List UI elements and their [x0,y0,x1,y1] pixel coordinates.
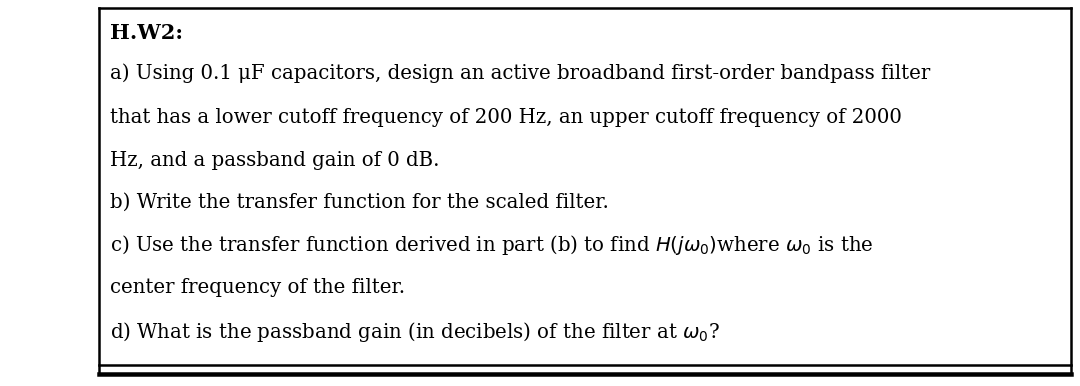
Text: that has a lower cutoff frequency of 200 Hz, an upper cutoff frequency of 2000: that has a lower cutoff frequency of 200… [110,108,902,127]
Text: Hz, and a passband gain of 0 dB.: Hz, and a passband gain of 0 dB. [110,151,440,170]
Text: center frequency of the filter.: center frequency of the filter. [110,278,405,297]
Text: d) What is the passband gain (in decibels) of the filter at $\omega_0$?: d) What is the passband gain (in decibel… [110,320,720,344]
Text: a) Using 0.1 μF capacitors, design an active broadband first-order bandpass filt: a) Using 0.1 μF capacitors, design an ac… [110,64,930,83]
Text: H.W2:: H.W2: [110,23,184,43]
Text: c) Use the transfer function derived in part (b) to find $H(j\omega_0)$where $\o: c) Use the transfer function derived in … [110,233,874,257]
Text: b) Write the transfer function for the scaled filter.: b) Write the transfer function for the s… [110,193,609,212]
